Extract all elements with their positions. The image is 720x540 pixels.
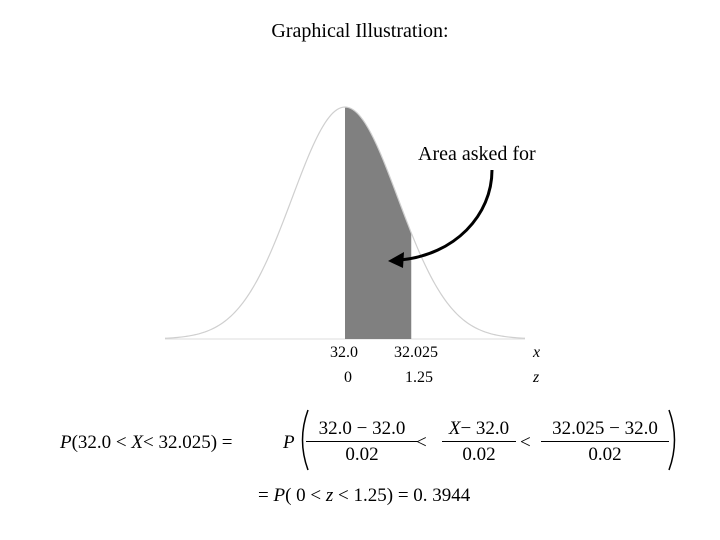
arrowhead-icon	[388, 252, 404, 268]
fraction-middle-den: 0.02	[462, 444, 496, 465]
fraction-lower: 32.0 − 32.0 0.02	[306, 418, 418, 466]
formula-line2: = P( 0 < z < 1.25) = 0. 3944	[258, 485, 471, 506]
fraction-upper-num: 32.025 − 32.0	[552, 418, 658, 439]
fraction-middle-num: X− 32.0	[448, 418, 510, 439]
fraction-lower-num: 32.0 − 32.0	[318, 418, 406, 439]
bell-curve	[164, 106, 526, 339]
formula-left-var: X	[131, 432, 144, 453]
z-label-zero: 0	[344, 369, 352, 386]
fraction-lower-den: 0.02	[345, 444, 379, 465]
z-label-upper: 1.25	[405, 369, 433, 386]
left-paren	[301, 409, 309, 471]
page-title: Graphical Illustration:	[271, 20, 449, 42]
x-label-upper: 32.025	[394, 344, 438, 361]
fraction-middle: X− 32.0 0.02	[442, 418, 516, 466]
fraction-upper-den: 0.02	[588, 444, 622, 465]
annotation-arrow	[399, 169, 494, 262]
shaded-area	[345, 107, 412, 339]
right-paren	[668, 409, 676, 471]
formula-prob-symbol: P	[60, 432, 72, 453]
x-axis-name: x	[533, 344, 541, 361]
formula-left-end: < 32.025) =	[143, 432, 233, 453]
formula-left-body: (32.0 <	[71, 432, 132, 453]
formula-line1-left: P(32.0 < X< 32.025) =	[60, 432, 233, 454]
less-than-1: <	[416, 432, 427, 453]
z-axis-name: z	[533, 369, 540, 386]
fraction-upper: 32.025 − 32.0 0.02	[541, 418, 669, 466]
x-label-mean: 32.0	[330, 344, 358, 361]
formula-result: < 1.25) = 0. 3944	[333, 485, 471, 506]
annotation-label: Area asked for	[418, 143, 536, 165]
formula-P: P	[283, 432, 295, 453]
less-than-2: <	[520, 432, 531, 453]
